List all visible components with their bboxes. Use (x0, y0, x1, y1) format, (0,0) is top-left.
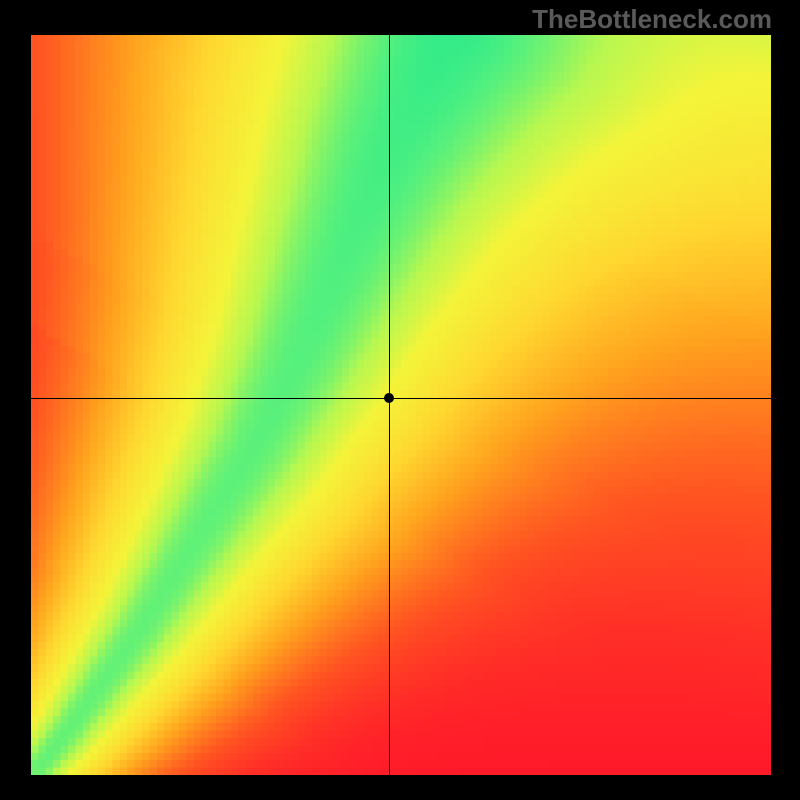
watermark-text: TheBottleneck.com (532, 4, 772, 35)
crosshair-vertical (389, 35, 390, 775)
crosshair-horizontal (31, 398, 771, 399)
chart-container: TheBottleneck.com (0, 0, 800, 800)
bottleneck-heatmap (31, 35, 771, 775)
